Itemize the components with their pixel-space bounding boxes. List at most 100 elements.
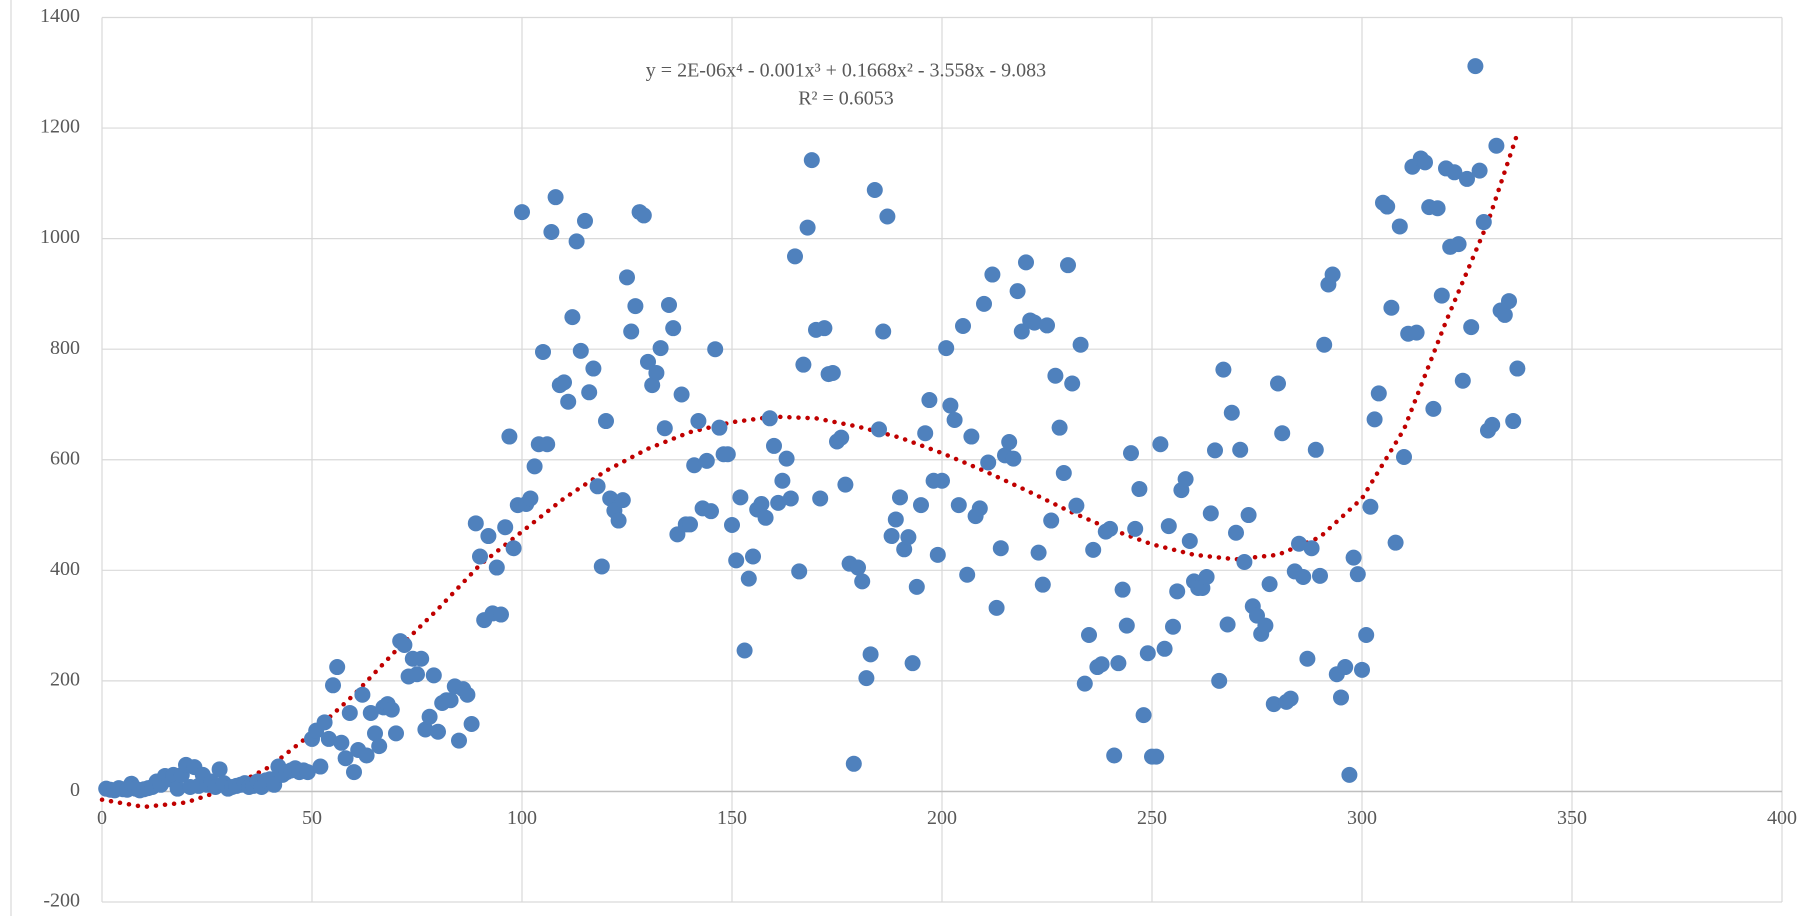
point xyxy=(329,659,346,676)
point xyxy=(778,450,795,467)
point xyxy=(854,573,871,590)
point xyxy=(946,411,963,428)
point xyxy=(627,298,644,315)
point xyxy=(707,341,724,358)
point xyxy=(333,734,350,751)
point xyxy=(1064,375,1081,392)
point xyxy=(425,667,442,684)
point xyxy=(1072,336,1089,353)
point xyxy=(812,490,829,507)
point xyxy=(413,650,430,667)
point xyxy=(1341,766,1358,783)
point xyxy=(581,384,598,401)
point xyxy=(1051,419,1068,436)
r-squared: R² = 0.6053 xyxy=(798,88,894,110)
point xyxy=(514,204,530,221)
point xyxy=(736,642,753,659)
point xyxy=(1039,317,1055,334)
point xyxy=(719,446,736,463)
point xyxy=(623,323,640,340)
point xyxy=(1068,497,1085,514)
point xyxy=(526,458,543,475)
point xyxy=(535,343,551,360)
point xyxy=(992,540,1009,557)
point xyxy=(598,413,614,430)
point xyxy=(320,730,337,747)
point xyxy=(955,317,971,334)
point xyxy=(1295,568,1312,585)
point xyxy=(316,714,333,731)
point xyxy=(1471,162,1488,179)
point xyxy=(1026,314,1043,331)
point xyxy=(686,457,703,474)
point xyxy=(505,540,522,557)
point xyxy=(1446,164,1463,181)
point xyxy=(396,636,413,653)
point xyxy=(346,764,362,781)
point xyxy=(866,181,883,198)
point xyxy=(963,428,980,445)
point xyxy=(1307,441,1324,458)
point xyxy=(887,511,904,528)
point xyxy=(1354,661,1370,678)
y-tick-label: 1000 xyxy=(40,226,80,248)
point xyxy=(1232,441,1249,458)
point xyxy=(787,248,803,265)
point xyxy=(698,452,715,469)
x-tick-label: 250 xyxy=(1137,807,1167,829)
point xyxy=(728,552,745,569)
point xyxy=(1383,299,1400,316)
point xyxy=(904,655,921,672)
point xyxy=(299,764,316,781)
point xyxy=(1429,200,1446,217)
point xyxy=(988,599,1005,616)
point xyxy=(1324,266,1341,283)
point xyxy=(1291,535,1307,552)
point xyxy=(724,516,740,533)
point xyxy=(614,492,631,509)
point xyxy=(665,320,682,337)
point xyxy=(480,528,497,545)
point xyxy=(1118,617,1135,634)
point xyxy=(1450,236,1467,253)
y-tick-label: 400 xyxy=(50,558,80,580)
point xyxy=(673,386,690,403)
point xyxy=(770,494,787,511)
point xyxy=(761,410,778,427)
point xyxy=(980,454,997,471)
point xyxy=(1299,650,1316,667)
point xyxy=(367,725,383,742)
point xyxy=(900,529,917,546)
point xyxy=(1501,293,1517,310)
point xyxy=(1467,58,1484,75)
point xyxy=(1160,518,1177,535)
x-tick-label: 300 xyxy=(1347,807,1377,829)
y-tick-label: 800 xyxy=(50,337,80,359)
point xyxy=(648,364,665,381)
point xyxy=(522,490,539,507)
point xyxy=(661,296,677,313)
point xyxy=(1001,434,1018,451)
point xyxy=(211,761,228,778)
point xyxy=(757,509,774,526)
point xyxy=(1282,690,1299,707)
point xyxy=(1081,626,1097,643)
point xyxy=(824,364,841,381)
point xyxy=(1505,413,1522,430)
point xyxy=(816,320,833,337)
point xyxy=(1005,450,1022,467)
point xyxy=(984,266,1001,283)
point xyxy=(938,340,955,357)
point xyxy=(791,563,808,580)
point xyxy=(892,489,908,506)
point xyxy=(1270,375,1286,392)
point xyxy=(1349,566,1366,583)
point xyxy=(585,360,602,377)
point xyxy=(463,715,480,732)
point xyxy=(1013,323,1030,340)
point xyxy=(766,437,782,454)
point xyxy=(1228,524,1244,541)
point xyxy=(459,686,476,703)
point xyxy=(959,566,976,583)
point xyxy=(1379,198,1396,215)
